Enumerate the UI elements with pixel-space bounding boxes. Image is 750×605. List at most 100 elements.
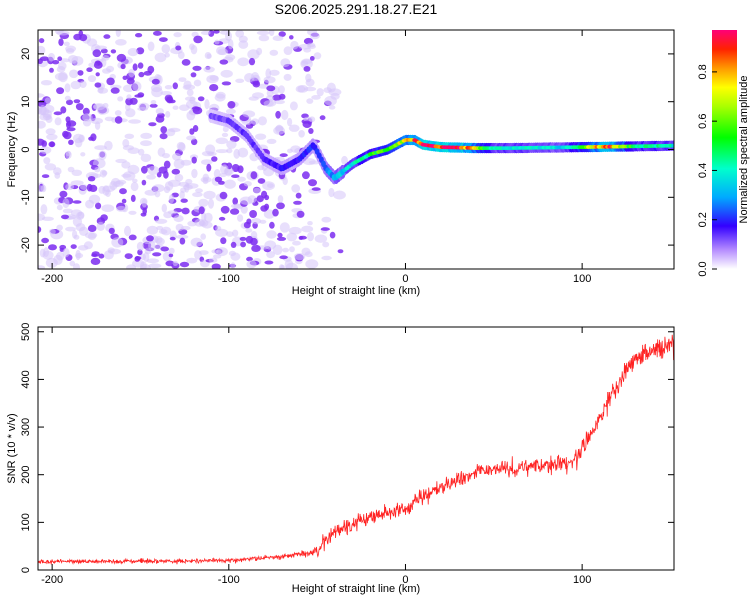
- noise-blob: [93, 61, 103, 69]
- colorbar: [712, 30, 737, 269]
- noise-blob: [272, 208, 279, 217]
- noise-blob: [137, 92, 145, 98]
- noise-blob: [311, 95, 321, 100]
- noise-blob: [141, 165, 148, 174]
- noise-blob: [98, 185, 106, 194]
- noise-blob: [38, 265, 46, 269]
- noise-blob: [303, 116, 313, 123]
- noise-blob: [308, 128, 314, 134]
- noise-blob: [147, 41, 155, 52]
- noise-blob: [283, 73, 292, 81]
- noise-blob: [220, 237, 227, 245]
- noise-blob: [283, 46, 293, 55]
- noise-blob: [215, 91, 226, 99]
- noise-blob: [94, 45, 107, 50]
- noise-blob: [208, 198, 214, 209]
- noise-blob: [144, 189, 158, 196]
- noise-blob: [174, 173, 184, 182]
- noise-blob: [38, 93, 45, 98]
- noise-blob: [221, 132, 229, 138]
- noise-blob: [105, 189, 111, 197]
- noise-blob: [147, 165, 160, 175]
- noise-blob: [75, 103, 84, 111]
- noise-blob: [251, 72, 260, 82]
- noise-blob: [202, 173, 209, 182]
- noise-blob: [140, 132, 153, 139]
- noise-blob: [66, 120, 71, 129]
- noise-blob: [307, 232, 314, 242]
- noise-blob: [322, 241, 330, 248]
- noise-blob: [95, 202, 102, 210]
- noise-blob: [39, 146, 52, 155]
- noise-blob: [180, 198, 188, 203]
- noise-blob: [136, 241, 145, 251]
- noise-blob: [181, 59, 191, 66]
- noise-blob: [253, 80, 259, 86]
- noise-blob: [266, 251, 275, 259]
- noise-blob: [242, 110, 256, 118]
- noise-blob: [277, 195, 284, 203]
- noise-blob: [125, 97, 133, 106]
- snr-xtick-label: 0: [402, 574, 408, 586]
- noise-blob: [140, 153, 152, 163]
- noise-blob: [227, 39, 234, 50]
- noise-blob: [159, 37, 168, 42]
- noise-blob: [191, 168, 198, 179]
- noise-blob: [140, 253, 146, 261]
- noise-blob: [62, 248, 70, 258]
- noise-blob: [110, 49, 117, 54]
- noise-blob: [302, 120, 312, 128]
- noise-blob: [235, 30, 245, 38]
- noise-blob: [257, 165, 265, 171]
- noise-blob: [54, 172, 61, 179]
- noise-blob: [48, 244, 57, 251]
- noise-blob: [226, 140, 237, 149]
- noise-blob: [313, 52, 322, 60]
- noise-blob: [94, 121, 101, 130]
- noise-blob: [239, 236, 247, 241]
- noise-blob: [248, 57, 256, 66]
- noise-blob: [245, 235, 254, 244]
- noise-blob: [245, 228, 253, 233]
- noise-blob: [220, 30, 230, 35]
- noise-blob: [94, 82, 102, 88]
- noise-blob: [126, 77, 135, 85]
- noise-blob: [296, 210, 305, 218]
- noise-blob: [146, 235, 154, 242]
- noise-blob: [264, 203, 270, 210]
- spectrogram-xtick-label: 0: [402, 273, 408, 285]
- noise-blob: [124, 225, 131, 237]
- noise-blob: [265, 68, 272, 79]
- snr-ylabel: SNR (10 * v/v): [6, 413, 18, 483]
- noise-blob: [237, 57, 250, 67]
- noise-blob: [141, 179, 147, 186]
- noise-blob: [213, 30, 220, 34]
- noise-blob: [38, 38, 45, 44]
- noise-blob: [203, 212, 213, 223]
- noise-blob: [220, 164, 229, 175]
- spectrogram-xtick-label: -100: [218, 273, 240, 285]
- noise-blob: [190, 72, 197, 78]
- noise-blob: [175, 45, 182, 51]
- noise-blob: [155, 115, 165, 123]
- noise-blob: [235, 78, 245, 84]
- noise-blob: [152, 184, 165, 193]
- noise-blob: [164, 52, 170, 58]
- noise-blob: [73, 99, 81, 104]
- noise-blob: [225, 54, 236, 61]
- noise-blob: [289, 35, 294, 40]
- noise-blob: [149, 103, 158, 108]
- ridge-cell: [670, 143, 674, 148]
- spectrogram-ytick-label: 0: [20, 146, 32, 152]
- noise-blob: [186, 257, 198, 264]
- noise-blob: [320, 227, 330, 231]
- noise-blob: [65, 151, 72, 157]
- noise-blob: [178, 181, 190, 187]
- noise-blob: [69, 69, 79, 79]
- noise-blob: [195, 188, 203, 193]
- noise-blob: [251, 244, 261, 252]
- noise-blob: [132, 178, 138, 183]
- noise-blob: [55, 30, 64, 35]
- noise-blob: [156, 225, 164, 231]
- noise-blob: [289, 101, 298, 111]
